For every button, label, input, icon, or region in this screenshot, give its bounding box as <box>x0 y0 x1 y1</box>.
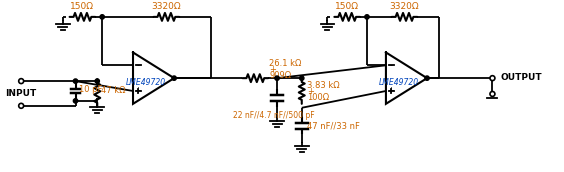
Text: LME49720: LME49720 <box>378 78 418 87</box>
Text: 3320Ω: 3320Ω <box>152 2 181 11</box>
Text: +: + <box>135 87 142 95</box>
Circle shape <box>100 15 104 19</box>
Text: 47 kΩ: 47 kΩ <box>101 87 126 95</box>
Text: 150Ω: 150Ω <box>70 2 94 11</box>
Circle shape <box>95 79 99 83</box>
Text: 47 nF//33 nF: 47 nF//33 nF <box>307 121 360 130</box>
Text: LME49720: LME49720 <box>126 78 166 87</box>
Text: 26.1 kΩ: 26.1 kΩ <box>269 59 302 68</box>
Text: -: - <box>136 61 139 70</box>
Text: +: + <box>269 65 276 74</box>
Circle shape <box>365 15 369 19</box>
Text: 3320Ω: 3320Ω <box>390 2 419 11</box>
Text: INPUT: INPUT <box>6 89 37 98</box>
Text: 22 nF//4.7 nF//500 pF: 22 nF//4.7 nF//500 pF <box>233 111 315 120</box>
Text: OUTPUT: OUTPUT <box>500 73 542 82</box>
Circle shape <box>172 76 177 80</box>
Text: 150Ω: 150Ω <box>335 2 359 11</box>
Text: -: - <box>389 61 393 70</box>
Text: 100Ω: 100Ω <box>307 93 329 102</box>
Text: 3.83 kΩ: 3.83 kΩ <box>307 81 340 90</box>
Text: +: + <box>387 87 394 95</box>
Text: 10 pF: 10 pF <box>80 84 103 94</box>
Circle shape <box>73 79 78 83</box>
Circle shape <box>425 76 429 80</box>
Circle shape <box>275 76 279 80</box>
Circle shape <box>73 99 78 103</box>
Text: 909Ω: 909Ω <box>269 71 291 80</box>
Text: +: + <box>307 87 314 96</box>
Circle shape <box>299 76 304 80</box>
